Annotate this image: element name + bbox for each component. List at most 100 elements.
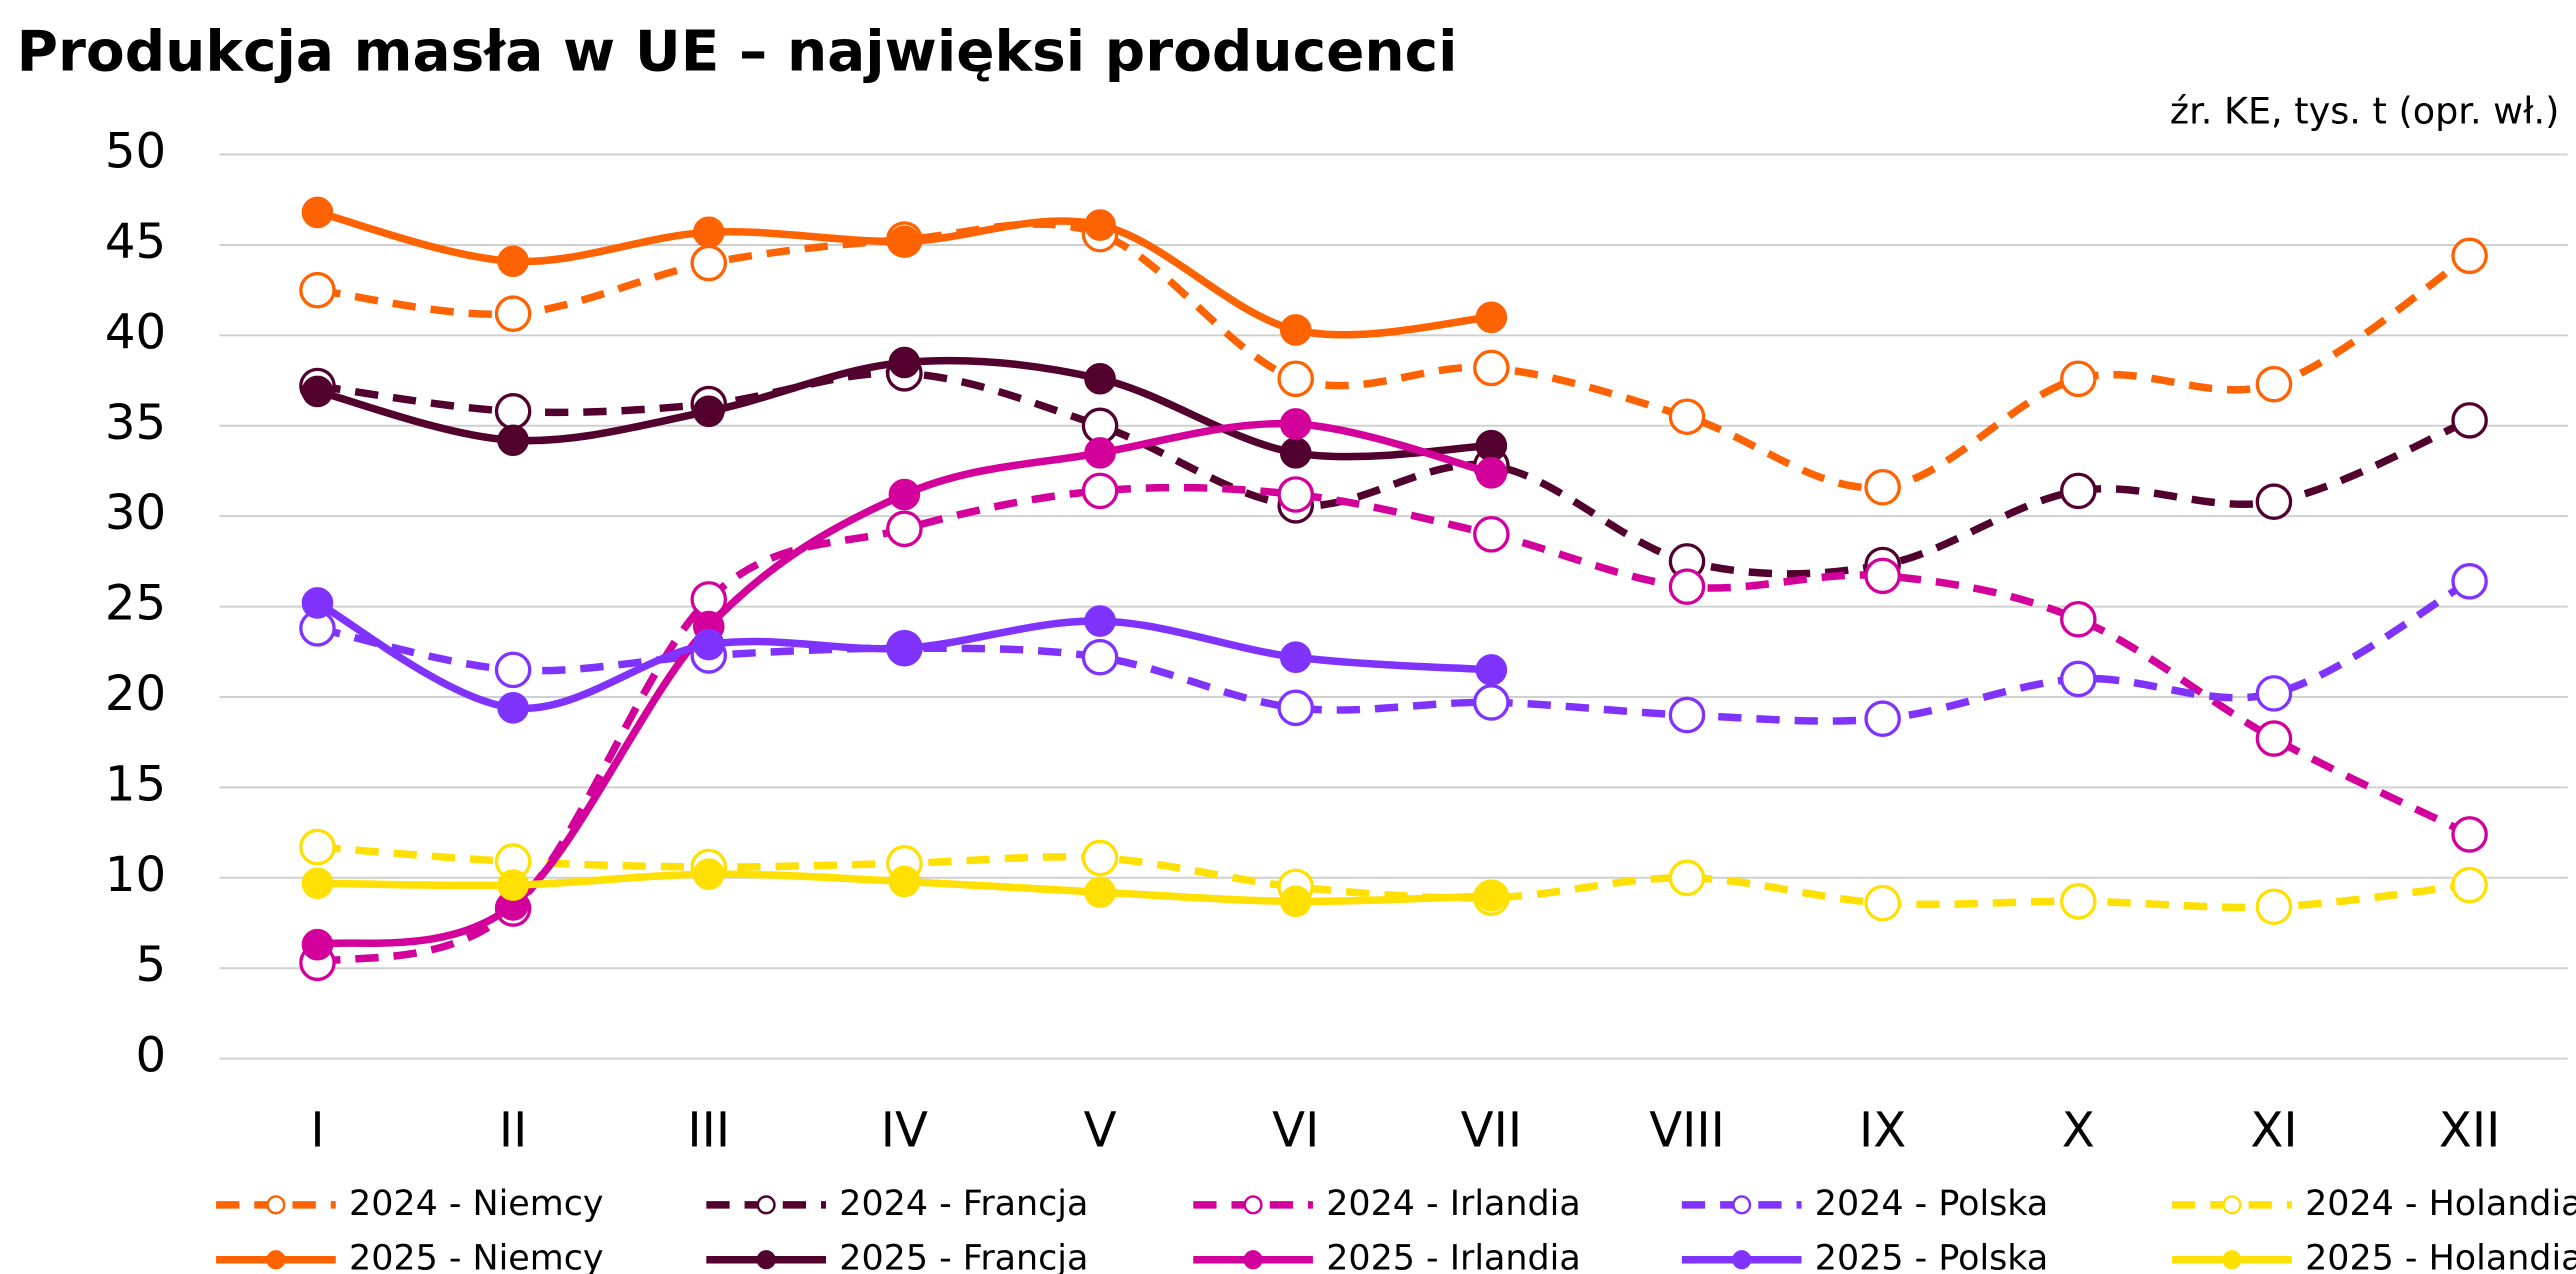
data-point	[497, 424, 529, 457]
data-point	[2451, 237, 2488, 275]
legend-label: 2024 - Niemcy	[349, 1184, 604, 1224]
data-point	[1475, 429, 1508, 462]
data-point	[1081, 472, 1119, 510]
y-tick-label: 25	[105, 576, 166, 632]
x-tick-label: II	[499, 1102, 527, 1158]
legend-marker	[1732, 1250, 1752, 1270]
data-point	[301, 587, 334, 619]
data-point	[1081, 638, 1119, 676]
data-point	[692, 858, 725, 890]
data-point	[1473, 349, 1510, 387]
data-point	[497, 869, 529, 901]
legend-marker	[266, 1195, 286, 1215]
data-point	[301, 196, 334, 229]
data-point	[1864, 884, 1901, 922]
y-tick-label: 40	[105, 304, 166, 360]
data-point	[1277, 476, 1314, 513]
data-point	[1668, 398, 1706, 436]
legend-label: 2025 - Francja	[839, 1239, 1088, 1274]
x-tick-label: IX	[1859, 1102, 1906, 1158]
data-point	[1475, 654, 1508, 686]
x-tick-label: VII	[1461, 1102, 1522, 1158]
data-point	[497, 692, 529, 724]
data-point	[2451, 562, 2488, 600]
data-point	[692, 216, 725, 249]
data-point	[301, 867, 334, 900]
series-line	[316, 578, 2472, 725]
data-point	[1279, 437, 1312, 469]
data-point	[2060, 600, 2097, 638]
x-tick-label: V	[1084, 1102, 1117, 1158]
x-tick-label: VIII	[1649, 1102, 1725, 1158]
data-point	[1475, 880, 1508, 912]
legend-label: 2024 - Holandia	[2305, 1184, 2576, 1224]
y-tick-label: 10	[105, 847, 166, 903]
data-point	[888, 632, 921, 664]
y-tick-label: 20	[105, 666, 166, 722]
x-tick-label: XI	[2250, 1102, 2297, 1158]
data-point	[2255, 720, 2293, 757]
chart-title: Produkcja masła w UE – najwięksi produce…	[17, 19, 1458, 84]
legend-marker	[2222, 1195, 2242, 1215]
data-point	[1084, 209, 1116, 241]
data-point	[301, 375, 334, 408]
data-point	[692, 395, 725, 428]
y-tick-label: 15	[105, 756, 166, 812]
data-point	[1668, 859, 1706, 897]
legend-marker	[756, 1195, 776, 1215]
data-point	[1084, 362, 1116, 395]
data-point	[494, 295, 532, 332]
data-point	[692, 628, 725, 661]
series-line	[316, 369, 2472, 578]
data-point	[1864, 700, 1901, 737]
legend-label: 2025 - Niemcy	[349, 1239, 604, 1274]
legend-marker	[1243, 1195, 1263, 1215]
data-point	[299, 828, 336, 866]
series-line	[316, 483, 2472, 967]
data-point	[2255, 365, 2293, 403]
data-point	[1279, 314, 1312, 346]
legend-marker	[1732, 1195, 1752, 1215]
legend-marker	[1243, 1250, 1263, 1270]
legend-label: 2025 - Holandia	[2305, 1239, 2576, 1274]
data-point	[2255, 675, 2293, 712]
legend-marker	[2222, 1250, 2242, 1270]
x-tick-label: IV	[881, 1102, 928, 1158]
chart-subtitle: źr. KE, tys. t (opr. wł.)	[2170, 90, 2559, 133]
data-point	[1279, 885, 1312, 918]
data-point	[494, 651, 532, 689]
data-point	[888, 865, 921, 898]
legend-label: 2025 - Polska	[1815, 1239, 2048, 1274]
y-tick-label: 50	[105, 124, 166, 180]
data-point	[299, 271, 336, 309]
data-point	[1668, 568, 1706, 605]
data-point	[301, 928, 334, 961]
data-point	[2451, 402, 2488, 439]
legend-label: 2025 - Irlandia	[1326, 1239, 1581, 1274]
data-point	[888, 346, 921, 379]
data-point	[1277, 689, 1314, 727]
x-tick-label: III	[687, 1102, 730, 1158]
y-tick-label: 5	[136, 937, 167, 993]
x-tick-label: XII	[2439, 1102, 2500, 1158]
x-tick-label: VI	[1272, 1102, 1319, 1158]
y-tick-label: 0	[136, 1028, 167, 1084]
data-point	[1864, 468, 1901, 506]
data-point	[2451, 816, 2488, 853]
data-point	[1084, 876, 1116, 909]
legend-label: 2024 - Francja	[839, 1184, 1088, 1224]
y-tick-label: 30	[105, 485, 166, 541]
data-point	[1081, 839, 1119, 877]
data-point	[1084, 605, 1116, 637]
data-point	[2060, 883, 2097, 920]
data-point	[886, 510, 923, 548]
data-point	[497, 245, 529, 278]
data-point	[2255, 483, 2293, 520]
data-point	[1864, 557, 1901, 595]
data-point	[888, 225, 921, 258]
data-point	[2255, 888, 2293, 926]
legend-marker	[266, 1250, 286, 1270]
data-point	[1279, 408, 1312, 440]
